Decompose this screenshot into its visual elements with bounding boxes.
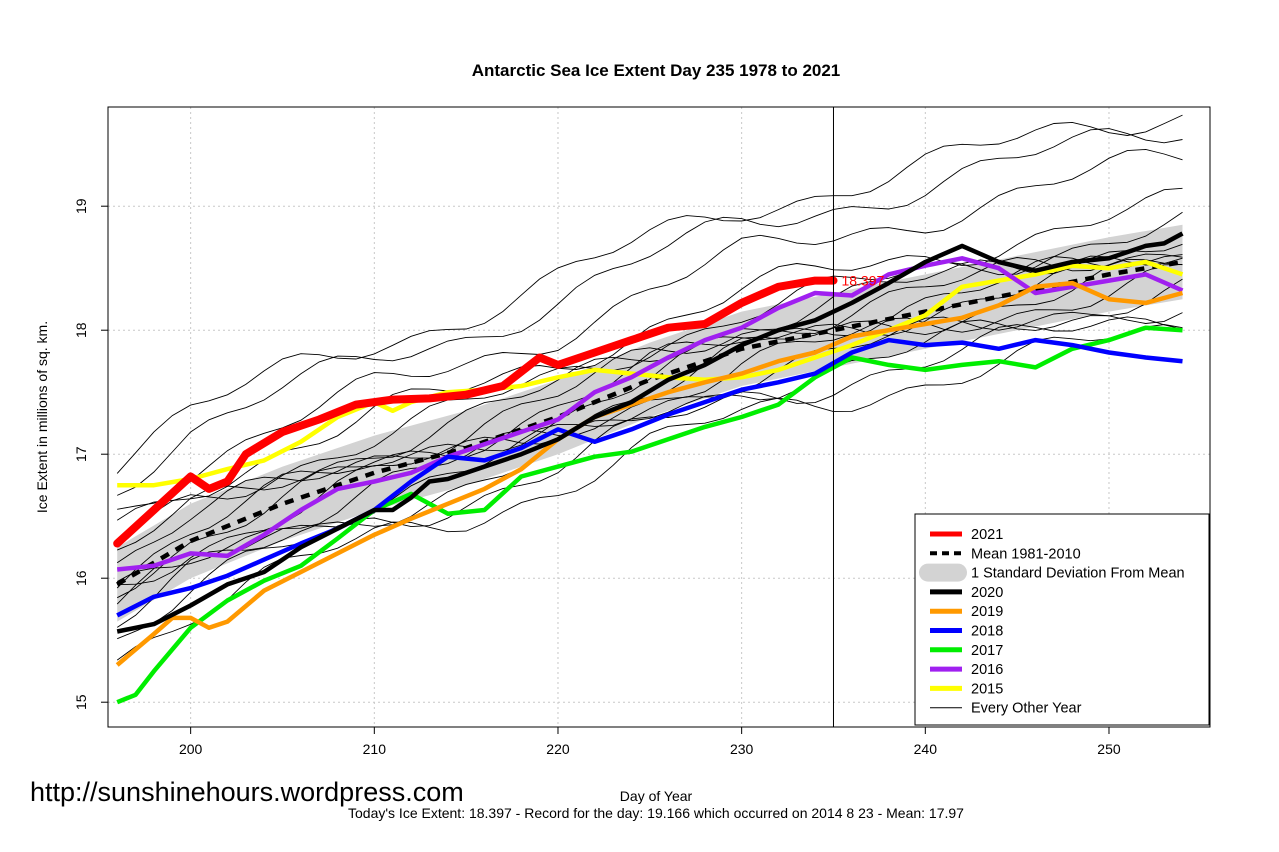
x-tick-label: 250: [1097, 741, 1121, 757]
other-year-line: [116, 312, 1183, 628]
other-year-line: [116, 114, 1183, 474]
legend: 2021 Mean 1981-2010 1 Standard Deviation F…: [914, 513, 1210, 726]
x-tick-label: 230: [730, 741, 754, 757]
y-axis: 15 16 17 18 19: [73, 198, 108, 710]
plot-frame: [107, 106, 1211, 728]
highlight-year-lines: [115, 231, 1184, 705]
legend-label: 2020: [971, 585, 1003, 601]
other-year-line: [117, 149, 1183, 510]
series-2017: [116, 325, 1183, 705]
x-axis-label: Day of Year: [620, 788, 693, 804]
y-axis-label: Ice Extent in millions of sq. km.: [34, 321, 50, 513]
legend-label: Mean 1981-2010: [971, 546, 1081, 562]
y-tick-label: 19: [73, 198, 89, 214]
series-2018: [116, 337, 1183, 618]
legend-swatch: [919, 563, 967, 582]
other-year-line: [117, 128, 1183, 496]
other-year-line: [116, 324, 1183, 661]
other-year-line: [116, 253, 1183, 564]
legend-label: 2015: [971, 681, 1003, 697]
legend-label: 2016: [971, 662, 1003, 678]
current-day-marker: 18.397: [832, 107, 885, 727]
legend-box: [914, 513, 1210, 726]
legend-label: 2017: [971, 643, 1003, 659]
x-tick-label: 240: [914, 741, 938, 757]
legend-label: 1 Standard Deviation From Mean: [971, 566, 1185, 582]
x-axis: 200 210 220 230 240 250: [179, 727, 1121, 757]
chart-title: Antarctic Sea Ice Extent Day 235 1978 to…: [472, 61, 841, 80]
y-tick-label: 16: [73, 570, 89, 586]
current-year-line: [113, 276, 838, 548]
x-tick-label: 220: [546, 741, 570, 757]
series-2015: [117, 259, 1184, 488]
footer-stats: Today's Ice Extent: 18.397 - Record for …: [348, 805, 964, 821]
x-tick-label: 210: [363, 741, 387, 757]
series-2016: [116, 256, 1184, 572]
legend-label: 2019: [971, 604, 1003, 620]
y-tick-label: 17: [73, 446, 89, 462]
y-tick-label: 18: [73, 322, 89, 338]
legend-label: 2021: [971, 527, 1003, 543]
series-2020: [116, 231, 1184, 634]
watermark: http://sunshinehours.wordpress.com: [30, 777, 464, 807]
other-year-line: [116, 187, 1183, 521]
other-year-line: [116, 278, 1183, 605]
current-value-label: 18.397: [841, 273, 884, 289]
x-tick-label: 200: [179, 741, 203, 757]
legend-label: 2018: [971, 624, 1003, 640]
series-2021: [113, 276, 838, 548]
y-tick-label: 15: [73, 694, 89, 710]
legend-label: Every Other Year: [971, 701, 1082, 717]
